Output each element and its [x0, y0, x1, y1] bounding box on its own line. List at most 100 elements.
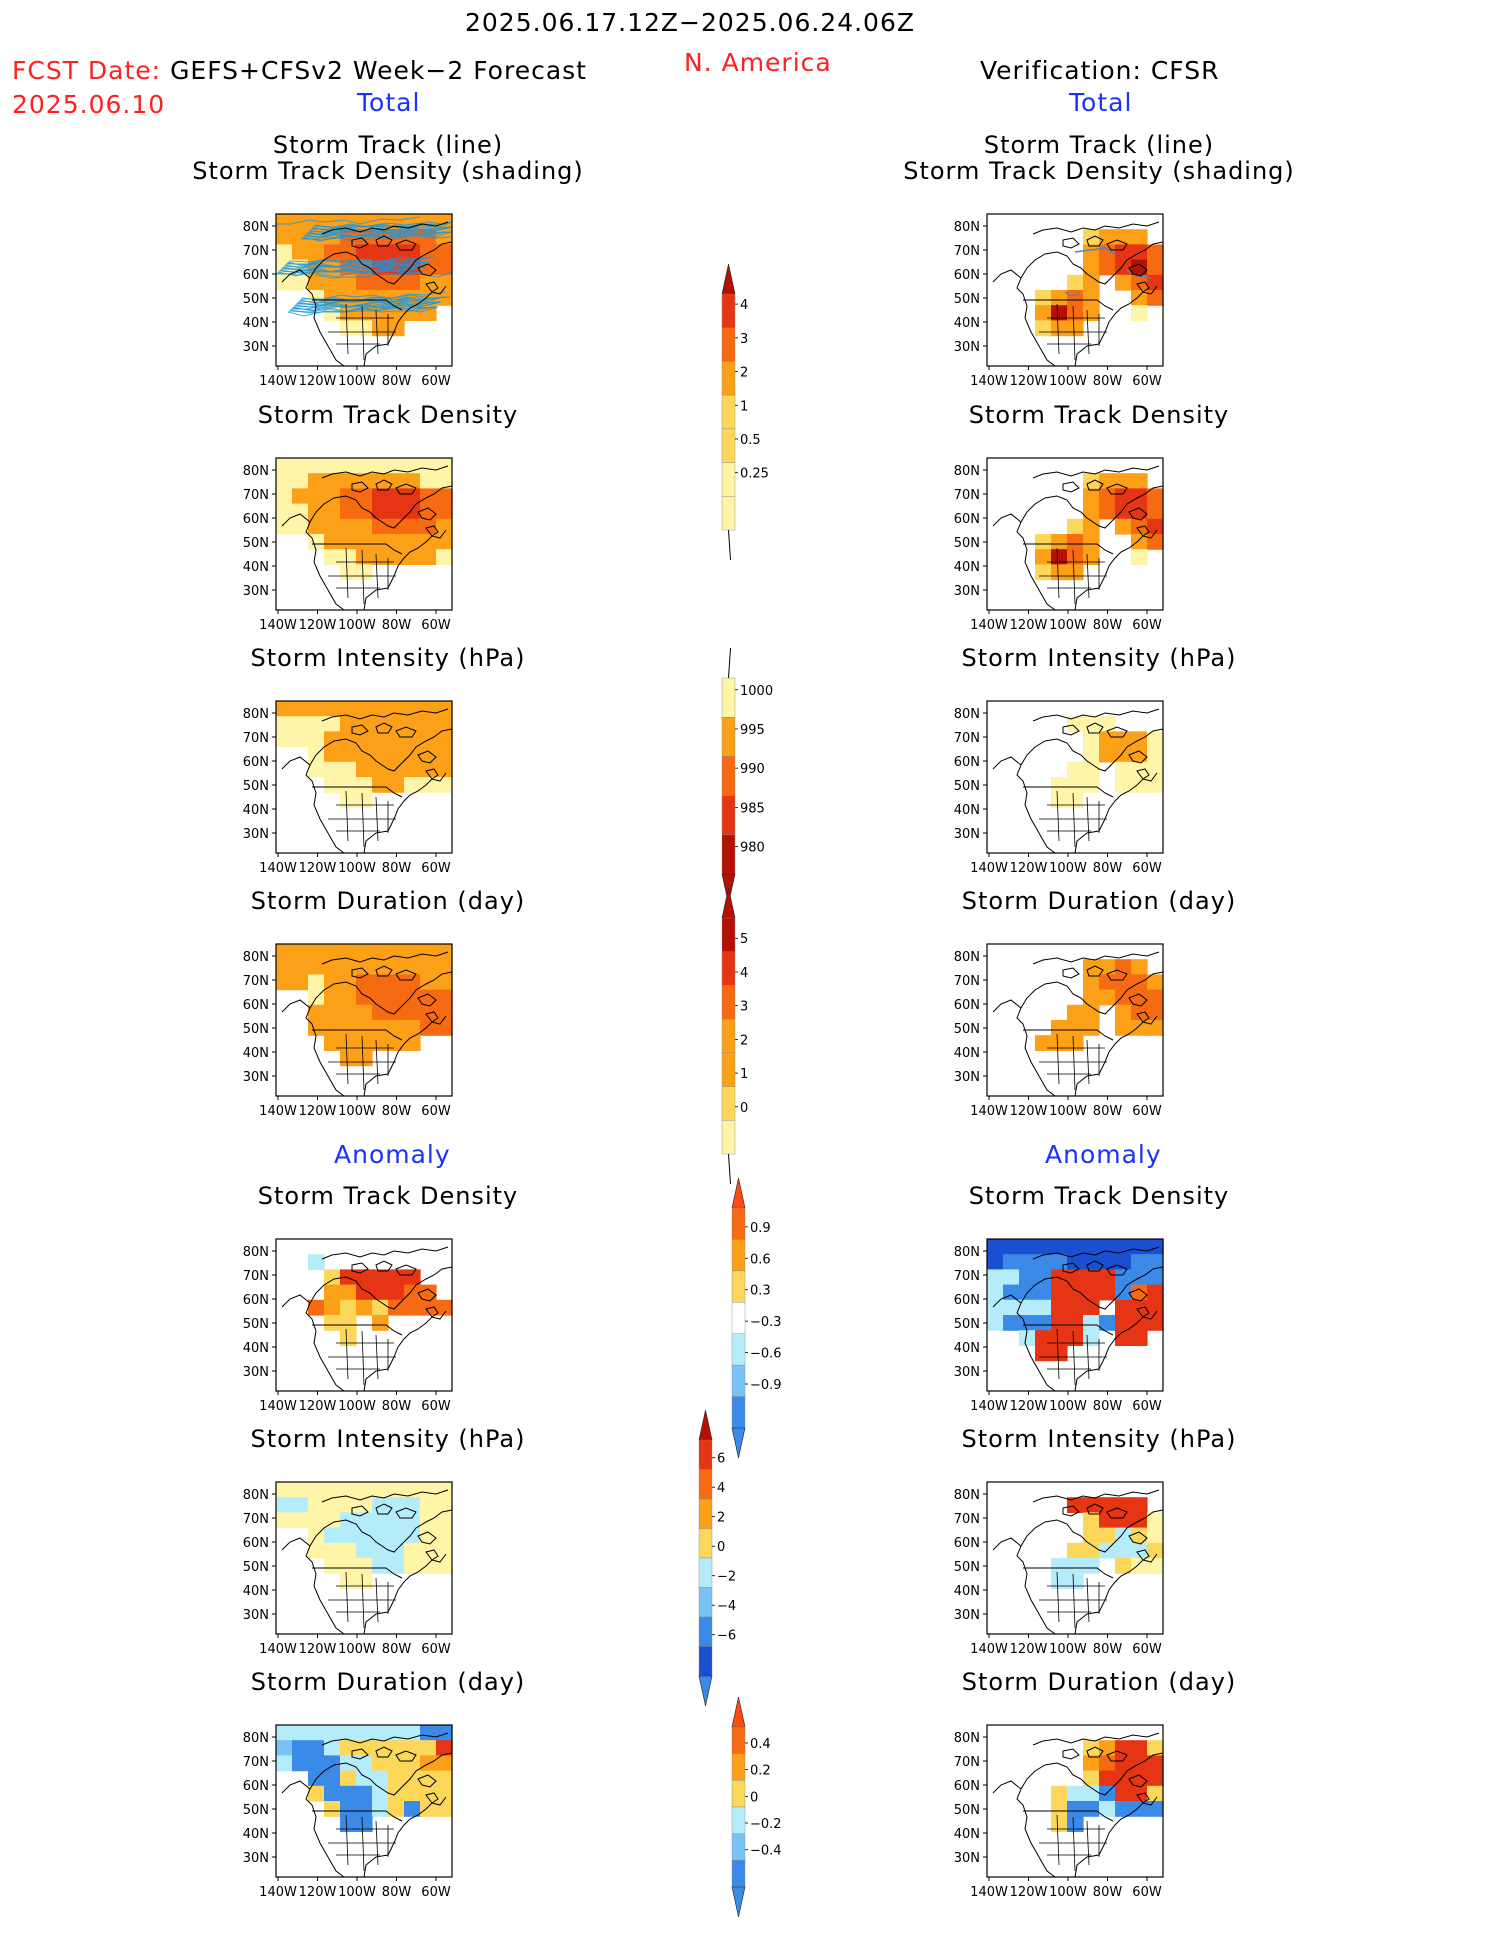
lat-tick-label: 60N — [243, 1779, 269, 1794]
colorbar-box — [731, 1207, 746, 1240]
shade-cell — [276, 959, 293, 975]
shade-cell — [340, 1020, 357, 1036]
shade-cell — [1083, 305, 1100, 321]
shade-cell — [404, 503, 421, 520]
shade-cell — [388, 503, 405, 520]
shade-cell — [388, 274, 405, 291]
shade-cell — [308, 1299, 325, 1316]
shade-cell — [1083, 1542, 1100, 1559]
shade-cell — [340, 1558, 357, 1574]
panel-title-duration-anom-right: Storm Duration (day) — [961, 1668, 1237, 1696]
shade-cell — [1067, 549, 1084, 565]
shade-cell — [404, 518, 421, 535]
map-frame — [986, 1238, 1164, 1392]
shade-cell — [1147, 1801, 1164, 1817]
lon-tick-label: 80W — [382, 1642, 412, 1657]
shade-cell — [1083, 761, 1100, 778]
colorbar-label: 0.25 — [740, 467, 769, 482]
country-border — [312, 1567, 403, 1579]
shade-cell — [420, 1497, 437, 1513]
shade-cell — [388, 1497, 405, 1513]
shade-cell — [340, 1330, 357, 1346]
map-frame — [275, 943, 453, 1097]
shade-cell — [292, 1497, 309, 1513]
colorbar-bottom-tail — [728, 529, 731, 561]
colorbar-label: −2 — [717, 1570, 736, 1585]
fcst-date-label-text: FCST Date: — [12, 56, 162, 85]
lat-tick-label: 70N — [243, 488, 269, 503]
country-border — [312, 1324, 403, 1336]
colorbar-label: 4 — [740, 966, 748, 981]
shade-cell — [1083, 1785, 1100, 1802]
shade-cell — [1099, 1801, 1116, 1817]
shade-cell — [1147, 290, 1164, 306]
shade-cell — [292, 488, 309, 505]
shade-cell — [1003, 1254, 1020, 1270]
shade-cell — [1067, 305, 1084, 321]
shade-cell — [1131, 229, 1148, 245]
shade-cell — [388, 488, 405, 505]
panel-title-intensity-right: Storm Intensity (hPa) — [961, 644, 1237, 672]
state-borders — [1039, 1033, 1107, 1091]
lat-tick-label: 50N — [954, 1317, 980, 1332]
shade-cell — [420, 989, 437, 1006]
lon-tick-label: 80W — [382, 374, 412, 389]
storm-track-line — [286, 256, 433, 265]
lon-tick-label: 60W — [421, 374, 451, 389]
shade-cell — [356, 458, 373, 474]
shade-cell — [1003, 1284, 1020, 1301]
shade-cell — [1147, 503, 1164, 520]
shade-cell — [436, 244, 453, 261]
lat-tick-label: 60N — [243, 755, 269, 770]
shade-cell — [1115, 518, 1132, 535]
shade-cell — [1131, 534, 1148, 550]
shade-cell — [276, 458, 293, 474]
shade-cell — [308, 716, 325, 732]
colorbar-svg: 0.9 0.6 0.3 −0.3 −0.6 −0.9 — [731, 1177, 782, 1459]
shade-cell — [1083, 534, 1100, 550]
lat-tick-label: 40N — [243, 1046, 269, 1061]
colorbar-box — [721, 394, 736, 430]
colorbar-top-tail — [728, 647, 731, 679]
shade-cell — [356, 1512, 373, 1529]
shade-cell — [1035, 1315, 1052, 1331]
shade-cell — [1051, 1315, 1068, 1331]
colorbar-box — [731, 1806, 746, 1834]
lat-tick-label: 40N — [243, 560, 269, 575]
shade-cell — [372, 1785, 389, 1802]
shade-cell — [340, 1035, 357, 1051]
shade-cell — [356, 944, 373, 960]
lat-tick-label: 50N — [243, 1560, 269, 1575]
colorbar-box — [721, 361, 736, 396]
shade-cell — [372, 518, 389, 535]
shade-cell — [340, 320, 357, 337]
colorbar-box — [698, 1616, 713, 1647]
lat-tick-label: 30N — [954, 1608, 980, 1623]
shade-cell — [1131, 1770, 1148, 1787]
shade-cell — [1067, 792, 1084, 808]
shade-cell — [308, 1785, 325, 1802]
colorbar-box — [721, 834, 736, 875]
map-frame — [986, 213, 1164, 367]
shade-cell — [1051, 1801, 1068, 1817]
shade-cell — [276, 1482, 293, 1498]
shade-cell — [1115, 1527, 1132, 1544]
lon-tick-label: 100W — [338, 1885, 376, 1900]
colorbar-label: 1 — [740, 1067, 748, 1082]
shade-cell — [1019, 1269, 1036, 1286]
shade-cell — [356, 731, 373, 748]
colorbar-label: 0.5 — [740, 433, 761, 448]
colorbar-intensity-total: 1000 995 990 985 980 — [716, 647, 776, 908]
storm-track-line — [306, 229, 452, 238]
map-panel-den_L: 80N 70N 60N 50N 40N 30N 140W 120W 100W 80W 60W — [226, 452, 546, 682]
shade-cell — [1067, 1315, 1084, 1331]
shade-cell — [1083, 1801, 1100, 1817]
shade-cell — [356, 1050, 373, 1067]
colorbar-label: −0.9 — [750, 1378, 782, 1393]
shade-cell — [388, 473, 405, 489]
shade-cell — [1083, 1527, 1100, 1544]
verification-label: Verification: CFSR — [980, 56, 1220, 85]
colorbar-label: 3 — [740, 332, 748, 347]
map-panel-iA_R: 80N 70N 60N 50N 40N 30N 140W 120W 100W 80W 60W — [937, 1476, 1257, 1706]
shade-cell — [372, 503, 389, 520]
